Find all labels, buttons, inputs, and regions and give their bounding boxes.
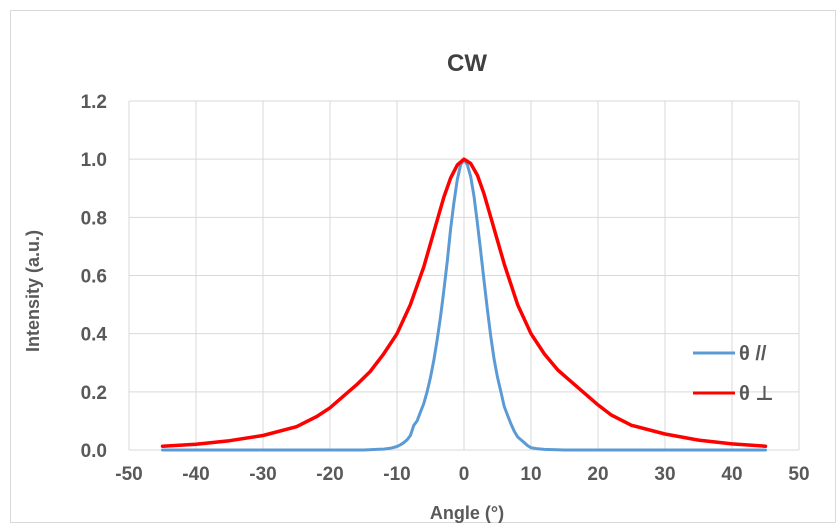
legend: θ // θ ⊥ [693, 343, 774, 405]
x-tick-label: 20 [587, 464, 608, 485]
x-tick-label: 50 [788, 464, 809, 485]
tick-labels: -50 -40 -30 -20 -10 0 10 20 30 40 50 0.0 0.2 0.4 0.6 0.… [81, 92, 810, 485]
y-tick-label: 1.0 [81, 150, 107, 171]
x-tick-label: 0 [459, 464, 470, 485]
y-axis-title: Intensity (a.u.) [23, 230, 43, 352]
x-tick-label: -50 [115, 464, 142, 485]
x-tick-label: -20 [316, 464, 343, 485]
intensity-vs-angle-chart: -50 -40 -30 -20 -10 0 10 20 30 40 50 0.0 0.2 0.4 0.6 0.… [23, 50, 810, 523]
x-axis-title: Angle (°) [430, 503, 504, 523]
x-tick-label: -10 [383, 464, 410, 485]
y-tick-label: 0.4 [81, 325, 108, 346]
grid [128, 100, 800, 451]
plot-series [160, 157, 768, 452]
legend-label-2: θ ⊥ [739, 383, 774, 405]
x-tick-label: 30 [654, 464, 675, 485]
y-tick-label: 0.8 [81, 208, 107, 229]
chart-title: CW [447, 50, 487, 77]
x-tick-label: -40 [182, 464, 209, 485]
y-tick-label: 0.0 [81, 441, 107, 462]
y-tick-label: 0.6 [81, 267, 107, 288]
series-line-2 [160, 157, 768, 448]
legend-label-1: θ // [739, 343, 767, 365]
y-tick-label: 0.2 [81, 383, 107, 404]
x-tick-label: 10 [520, 464, 541, 485]
x-tick-label: 40 [721, 464, 742, 485]
y-tick-label: 1.2 [81, 92, 107, 113]
chart-frame: -50 -40 -30 -20 -10 0 10 20 30 40 50 0.0 0.2 0.4 0.6 0.… [10, 10, 836, 523]
x-tick-label: -30 [249, 464, 276, 485]
